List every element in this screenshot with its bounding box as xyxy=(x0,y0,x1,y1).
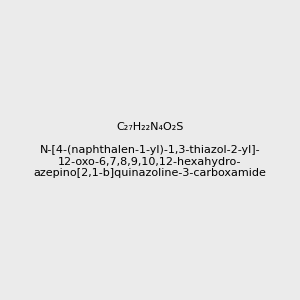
Text: C₂₇H₂₂N₄O₂S

N-[4-(naphthalen-1-yl)-1,3-thiazol-2-yl]-
12-oxo-6,7,8,9,10,12-hexa: C₂₇H₂₂N₄O₂S N-[4-(naphthalen-1-yl)-1,3-t… xyxy=(34,122,266,178)
